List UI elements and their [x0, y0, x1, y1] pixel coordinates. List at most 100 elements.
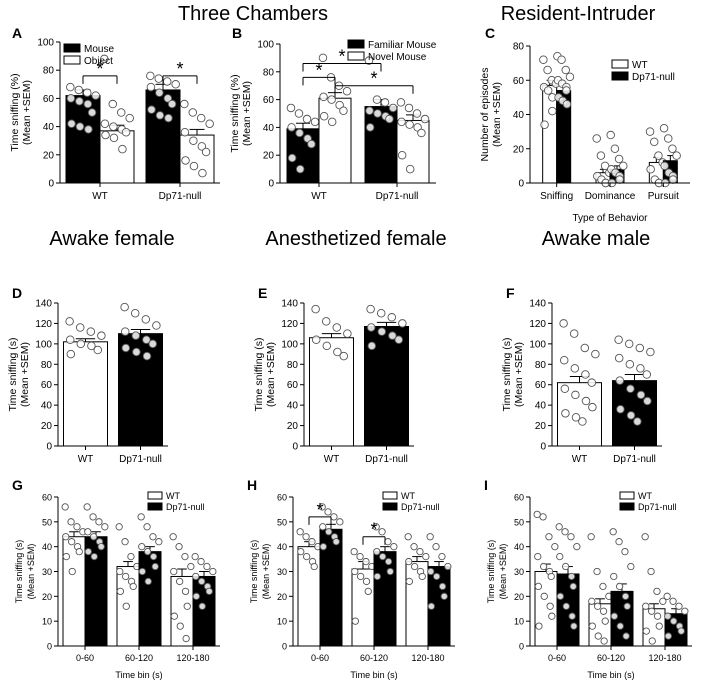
y-tick-label: 50: [514, 517, 524, 527]
panel-b-chart: B 0 20 40 60 80 100 WT Dp71-null Time sniffing (%…: [229, 25, 437, 202]
data-point: [664, 632, 673, 640]
data-point: [116, 108, 126, 117]
data-point: [540, 120, 549, 130]
data-point: [198, 577, 206, 586]
data-point: [571, 413, 581, 422]
data-point: [614, 353, 624, 363]
data-point: [427, 567, 435, 576]
x-tick-label: Dp71-null: [159, 191, 202, 202]
data-point: [588, 622, 597, 630]
data-point: [568, 612, 576, 620]
legend-swatch: [63, 43, 81, 53]
y-tick-label: 10: [277, 617, 287, 627]
y-axis-label-line: Time sniffing (s): [486, 540, 496, 604]
panel-e-chart: E 0 20 40 60 80 100 120 140 WT Dp71-null Time sniff…: [253, 285, 414, 465]
bar: [63, 341, 108, 447]
data-point: [100, 54, 109, 64]
y-tick-label: 60: [514, 493, 524, 503]
legend-label: WT: [166, 491, 180, 501]
data-point: [209, 567, 217, 576]
legend-label: Familiar Mouse: [368, 40, 437, 51]
data-point: [569, 582, 577, 591]
data-point: [420, 114, 430, 124]
data-point: [175, 543, 183, 551]
y-axis-label: Time sniffing (%) (Mean +SEM): [229, 74, 253, 152]
data-point: [164, 113, 173, 123]
data-point: [366, 323, 376, 332]
data-point: [148, 339, 158, 349]
data-point: [205, 587, 213, 596]
data-point: [155, 538, 163, 546]
data-point: [567, 572, 576, 581]
data-point: [87, 108, 97, 117]
x-tick-label: 0-60: [76, 653, 94, 663]
data-point: [108, 99, 118, 109]
data-point: [311, 335, 321, 345]
data-point: [397, 117, 406, 127]
data-point: [372, 523, 380, 531]
data-point: [587, 533, 595, 541]
data-point: [198, 168, 207, 178]
data-point: [616, 582, 624, 591]
data-point: [319, 523, 327, 531]
data-point: [308, 538, 316, 546]
data-point: [155, 88, 164, 98]
data-point: [561, 65, 571, 75]
data-point: [533, 510, 541, 519]
data-point: [599, 582, 607, 591]
data-point: [351, 617, 360, 625]
y-tick-label: 80: [43, 66, 55, 77]
data-point: [181, 552, 189, 561]
y-tick-label: 40: [513, 110, 525, 121]
y-tick-label: 140: [281, 299, 298, 310]
data-point: [100, 119, 110, 129]
data-point: [645, 127, 655, 136]
data-point: [295, 128, 304, 138]
data-point: [144, 547, 152, 556]
y-tick-label: 40: [42, 542, 52, 552]
data-point: [146, 71, 155, 81]
y-tick-label: 100: [281, 339, 298, 350]
data-point: [592, 134, 601, 143]
data-point: [93, 345, 103, 355]
y-tick-label: 0: [46, 442, 52, 453]
data-point: [556, 552, 564, 561]
data-point: [621, 547, 629, 556]
data-point: [109, 122, 118, 131]
data-point: [546, 602, 554, 610]
data-point: [132, 347, 141, 357]
data-point: [670, 617, 678, 625]
data-point: [379, 552, 387, 561]
data-point: [633, 417, 642, 426]
y-tick-label: 140: [35, 299, 52, 310]
data-point: [668, 175, 678, 184]
data-point: [596, 151, 606, 160]
data-point: [599, 607, 608, 615]
y-axis-label-line: (Mean +SEM): [19, 342, 31, 407]
data-point: [181, 156, 190, 165]
data-point: [663, 592, 671, 600]
data-point: [197, 142, 207, 151]
y-tick-label: 30: [514, 567, 524, 577]
data-point: [643, 396, 652, 406]
legend-swatch: [147, 491, 163, 500]
y-tick-label: 40: [287, 401, 299, 412]
data-point: [588, 402, 597, 412]
y-tick-label: 40: [43, 122, 55, 133]
data-point: [672, 151, 681, 160]
data-point: [600, 637, 608, 645]
data-point: [364, 56, 374, 65]
data-point: [362, 557, 370, 566]
y-axis-label-line: (Mean +SEM): [261, 544, 271, 600]
data-point: [616, 622, 624, 630]
data-point: [131, 331, 141, 340]
data-point: [192, 572, 200, 581]
data-point: [565, 72, 575, 82]
data-point: [66, 349, 76, 359]
data-point: [149, 552, 158, 561]
data-point: [151, 562, 159, 571]
data-point: [601, 617, 609, 625]
data-point: [545, 533, 553, 541]
data-point: [377, 327, 387, 336]
data-point: [624, 339, 634, 349]
